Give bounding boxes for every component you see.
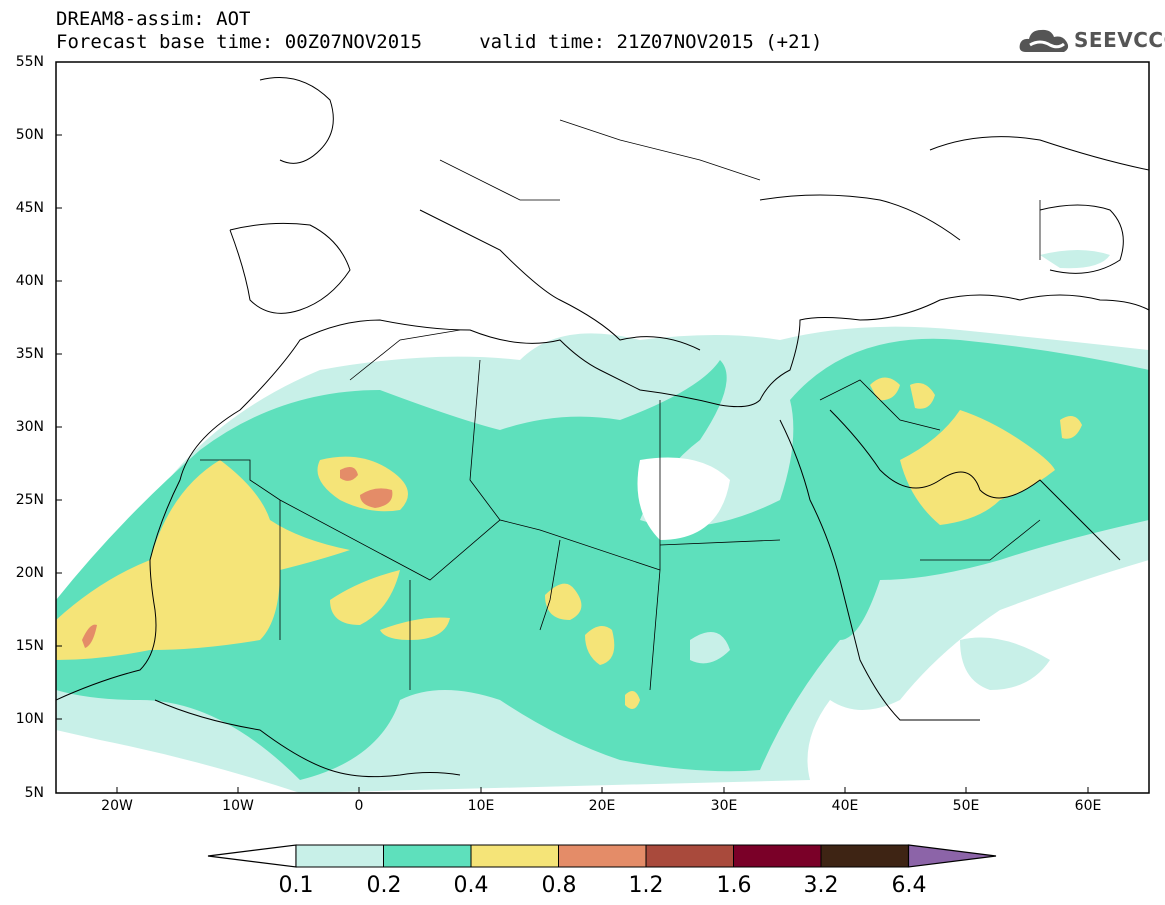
lon-label: 0 — [354, 798, 364, 814]
lat-label: 15N — [15, 638, 44, 654]
colorbar-label: 0.1 — [278, 873, 314, 898]
aot-shading — [56, 250, 1149, 793]
lat-label: 5N — [24, 785, 44, 801]
aot-level-0.8-b — [360, 488, 393, 508]
colorbar-label: 6.4 — [891, 873, 927, 898]
aot-level-0.8-a — [340, 466, 358, 481]
colorbar-label: 0.4 — [453, 873, 489, 898]
colorbar-label: 0.2 — [366, 873, 402, 898]
colorbar-label: 3.2 — [803, 873, 839, 898]
lat-label: 35N — [15, 346, 44, 362]
colorbar-high-arrow — [907, 844, 997, 868]
aot-level-0.1-arabian — [960, 637, 1050, 690]
colorbar-bin-1 — [295, 844, 384, 868]
lat-label: 50N — [15, 127, 44, 143]
colorbar-label: 0.8 — [541, 873, 577, 898]
colorbar-bin-6 — [733, 844, 822, 868]
colorbar-label: 1.6 — [716, 873, 752, 898]
lat-label: 40N — [15, 273, 44, 289]
aot-level-0.4-west — [56, 460, 350, 660]
colorbar — [207, 844, 997, 868]
colorbar-bin-7 — [820, 844, 909, 868]
aot-level-0.4-chad-south — [585, 626, 615, 665]
lon-label: 20W — [101, 798, 133, 814]
lat-label: 10N — [15, 711, 44, 727]
aot-level-0.4-chad — [545, 583, 582, 620]
aot-level-0.4-iraq — [870, 377, 900, 401]
aot-level-0.4-niger-south — [380, 617, 450, 640]
forecast-time-line: Forecast base time: 00Z07NOV2015 valid t… — [56, 31, 823, 53]
aot-level-0.4-arabia — [900, 410, 1055, 525]
lon-label: 10E — [467, 798, 495, 814]
colorbar-bin-2 — [383, 844, 472, 868]
aot-level-0.8-c — [82, 624, 97, 648]
axis-ticks — [56, 61, 1089, 793]
colorbar-label: 1.2 — [628, 873, 664, 898]
colorbar-bin-4 — [558, 844, 647, 868]
aot-level-0.1-caspian — [1040, 250, 1110, 269]
colorbar-bin-3 — [470, 844, 559, 868]
lat-label: 20N — [15, 565, 44, 581]
lon-label: 60E — [1074, 798, 1102, 814]
coastlines — [56, 77, 1149, 778]
lat-label: 55N — [15, 54, 44, 70]
country-borders — [200, 119, 1041, 691]
aot-clear-libya — [637, 457, 730, 540]
lat-label: 45N — [15, 200, 44, 216]
aot-level-0.4-niger — [330, 570, 400, 625]
lon-label: 20E — [588, 798, 616, 814]
lat-label: 25N — [15, 492, 44, 508]
lon-label: 40E — [831, 798, 859, 814]
lat-label: 30N — [15, 419, 44, 435]
aot-level-0.4-car — [625, 691, 640, 709]
logo-text: SEEVCCC — [1074, 28, 1165, 52]
aot-level-0.1-sudan — [690, 632, 730, 664]
aot-level-0.4-east — [1060, 416, 1082, 439]
lon-label: 30E — [710, 798, 738, 814]
aot-level-0.4-iran — [910, 382, 935, 409]
seevccc-logo: SEEVCCC — [1018, 24, 1165, 56]
lon-label: 10W — [222, 798, 254, 814]
colorbar-low-arrow — [207, 844, 297, 868]
lon-label: 50E — [952, 798, 980, 814]
aot-level-0.2 — [56, 338, 1149, 780]
cloud-logo-icon — [1019, 29, 1069, 52]
map-title: DREAM8-assim: AOT — [56, 8, 251, 30]
colorbar-bin-5 — [645, 844, 734, 868]
